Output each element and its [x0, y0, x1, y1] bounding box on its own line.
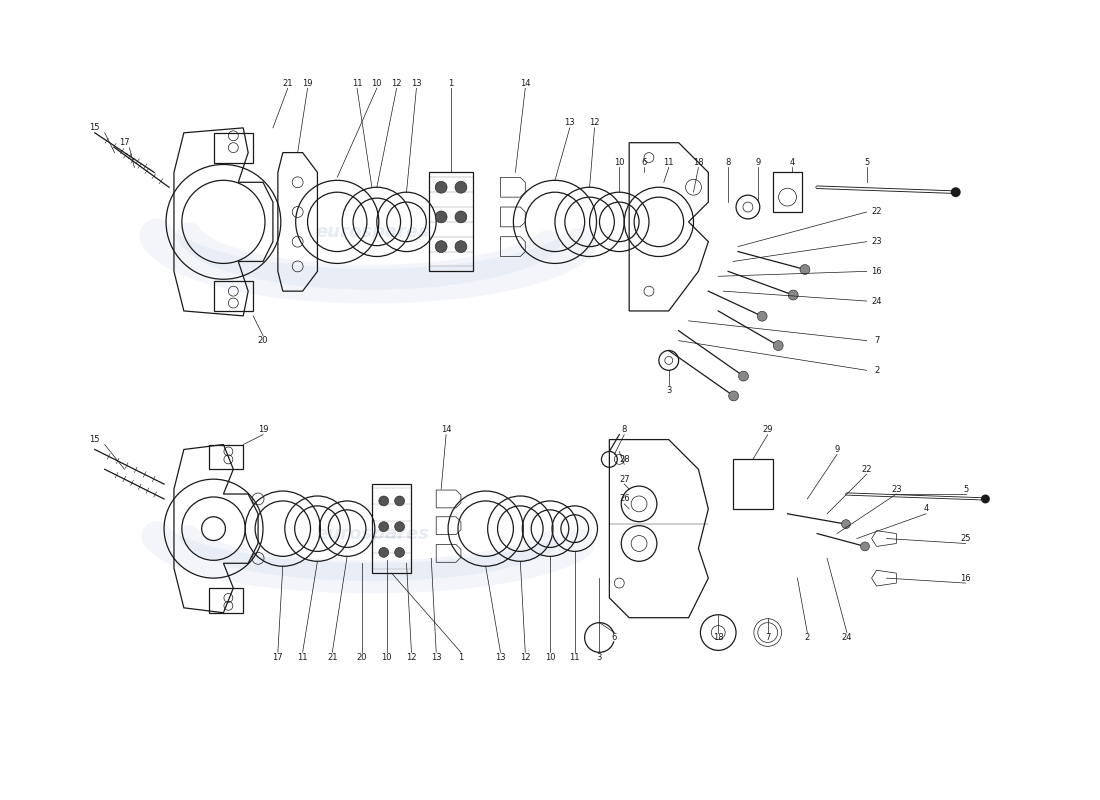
Text: 28: 28	[619, 455, 629, 464]
Circle shape	[455, 182, 466, 193]
Text: 23: 23	[871, 237, 882, 246]
Text: 26: 26	[619, 494, 629, 503]
Text: 13: 13	[564, 118, 575, 127]
Text: 19: 19	[257, 425, 268, 434]
Text: 6: 6	[612, 633, 617, 642]
Circle shape	[455, 211, 466, 223]
Text: 20: 20	[257, 336, 268, 345]
Circle shape	[800, 265, 810, 274]
Text: 3: 3	[667, 386, 671, 394]
Circle shape	[738, 371, 748, 381]
Text: 7: 7	[764, 633, 770, 642]
Text: 8: 8	[725, 158, 730, 167]
Text: 19: 19	[302, 79, 312, 88]
Circle shape	[773, 341, 783, 350]
Text: 20: 20	[356, 653, 367, 662]
Circle shape	[789, 290, 799, 300]
Text: 11: 11	[297, 653, 308, 662]
Circle shape	[436, 211, 447, 223]
Text: 12: 12	[590, 118, 600, 127]
Bar	[372, 484, 411, 573]
Text: 4: 4	[790, 158, 795, 167]
Circle shape	[378, 547, 388, 558]
Text: 1: 1	[459, 653, 463, 662]
Text: 21: 21	[327, 653, 338, 662]
Text: 2: 2	[805, 633, 810, 642]
Text: 17: 17	[119, 138, 130, 147]
Text: 10: 10	[544, 653, 556, 662]
Circle shape	[378, 522, 388, 532]
Text: 17: 17	[273, 653, 283, 662]
Text: 13: 13	[431, 653, 441, 662]
Text: 21: 21	[283, 79, 293, 88]
Text: 5: 5	[864, 158, 869, 167]
Text: 4: 4	[923, 504, 928, 514]
Text: 11: 11	[570, 653, 580, 662]
Text: eurospares: eurospares	[315, 222, 429, 241]
Circle shape	[436, 241, 447, 253]
Text: 6: 6	[641, 158, 647, 167]
Text: 11: 11	[663, 158, 674, 167]
Text: 10: 10	[614, 158, 625, 167]
Text: eurospares: eurospares	[315, 525, 429, 542]
Text: 12: 12	[392, 79, 402, 88]
Text: 25: 25	[960, 534, 971, 543]
Circle shape	[395, 547, 405, 558]
Text: 15: 15	[89, 123, 100, 132]
Text: 29: 29	[762, 425, 773, 434]
Bar	[733, 459, 772, 509]
Circle shape	[395, 522, 405, 532]
Text: 13: 13	[495, 653, 506, 662]
Text: 12: 12	[406, 653, 417, 662]
Circle shape	[981, 494, 990, 503]
Text: 10: 10	[382, 653, 392, 662]
Bar	[429, 172, 473, 271]
Text: 14: 14	[520, 79, 530, 88]
Text: 18: 18	[693, 158, 704, 167]
Text: 24: 24	[842, 633, 852, 642]
Text: 14: 14	[441, 425, 451, 434]
Circle shape	[728, 391, 738, 401]
Circle shape	[455, 241, 466, 253]
Text: 15: 15	[89, 435, 100, 444]
Text: 8: 8	[621, 425, 627, 434]
Text: 2: 2	[873, 366, 879, 375]
Circle shape	[950, 187, 960, 197]
Text: 10: 10	[372, 79, 382, 88]
Text: 22: 22	[871, 207, 882, 217]
Text: 22: 22	[861, 465, 872, 474]
Text: 3: 3	[597, 653, 602, 662]
Text: 27: 27	[619, 474, 629, 484]
Text: 12: 12	[520, 653, 530, 662]
Text: 18: 18	[713, 633, 724, 642]
Text: 23: 23	[891, 485, 902, 494]
Text: 13: 13	[411, 79, 421, 88]
Text: 24: 24	[871, 297, 882, 306]
Circle shape	[378, 496, 388, 506]
Bar	[772, 172, 802, 212]
Text: 9: 9	[756, 158, 760, 167]
Text: 1: 1	[449, 79, 453, 88]
Text: 16: 16	[871, 267, 882, 276]
Circle shape	[436, 182, 447, 193]
Text: 7: 7	[873, 336, 879, 345]
Circle shape	[395, 496, 405, 506]
Text: 16: 16	[960, 574, 971, 582]
Text: 5: 5	[962, 485, 968, 494]
Circle shape	[842, 520, 850, 529]
Circle shape	[860, 542, 869, 551]
Text: 9: 9	[835, 445, 839, 454]
Circle shape	[757, 311, 767, 321]
Text: 11: 11	[352, 79, 362, 88]
